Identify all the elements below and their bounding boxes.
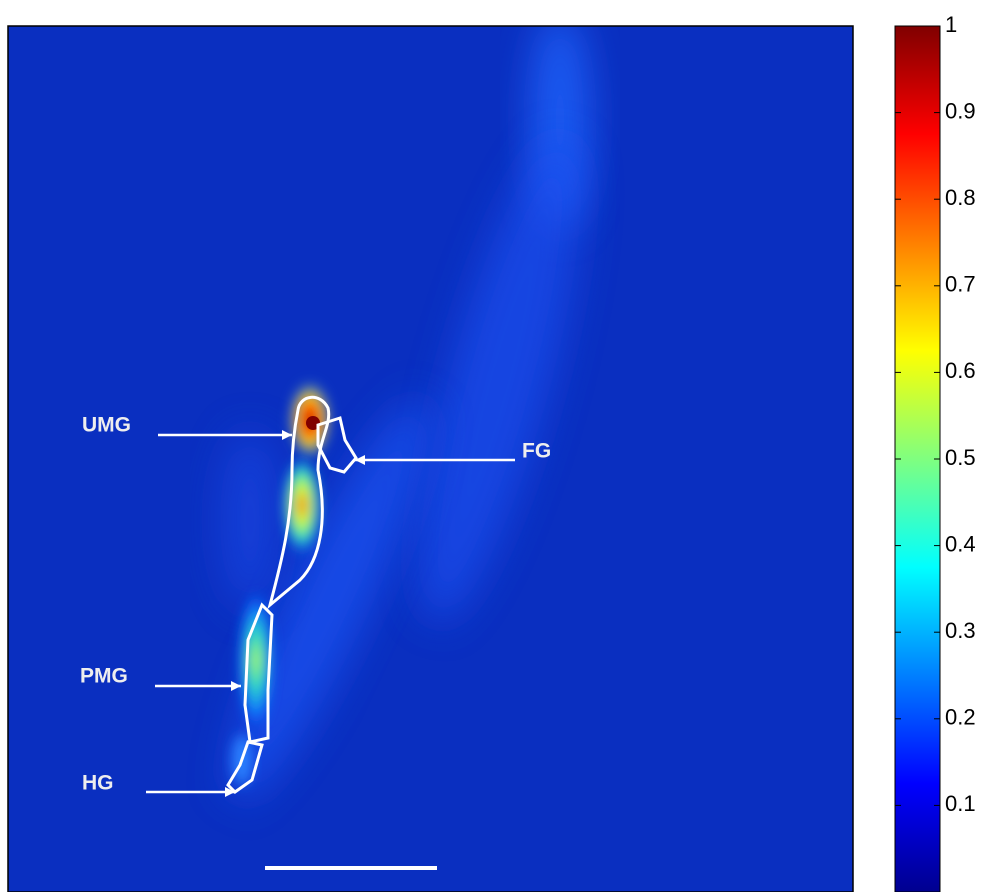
annotation-label: FG	[522, 440, 551, 463]
annotation-label: PMG	[80, 665, 128, 688]
heatmap-image	[8, 10, 853, 892]
tick-label: 0.9	[945, 98, 976, 123]
figure: UMG FG PMG HG 0.1 0.2 0.3 0.4 0.5 0.6 0.7 0.8 0.9 1	[0, 0, 1005, 892]
tick-label: 0.2	[945, 705, 976, 730]
tick-label: 0.7	[945, 272, 976, 297]
tick-label: 0.5	[945, 445, 976, 470]
tick-label: 0.6	[945, 358, 976, 383]
tick-label: 0.8	[945, 185, 976, 210]
tick-label: 0.3	[945, 618, 976, 643]
tick-label: 1	[945, 12, 957, 37]
tick-label: 0.1	[945, 791, 976, 816]
annotation-label: HG	[82, 772, 114, 795]
tick-label: 0.4	[945, 531, 976, 556]
colorbar	[895, 26, 940, 892]
annotation-label: UMG	[82, 414, 131, 437]
